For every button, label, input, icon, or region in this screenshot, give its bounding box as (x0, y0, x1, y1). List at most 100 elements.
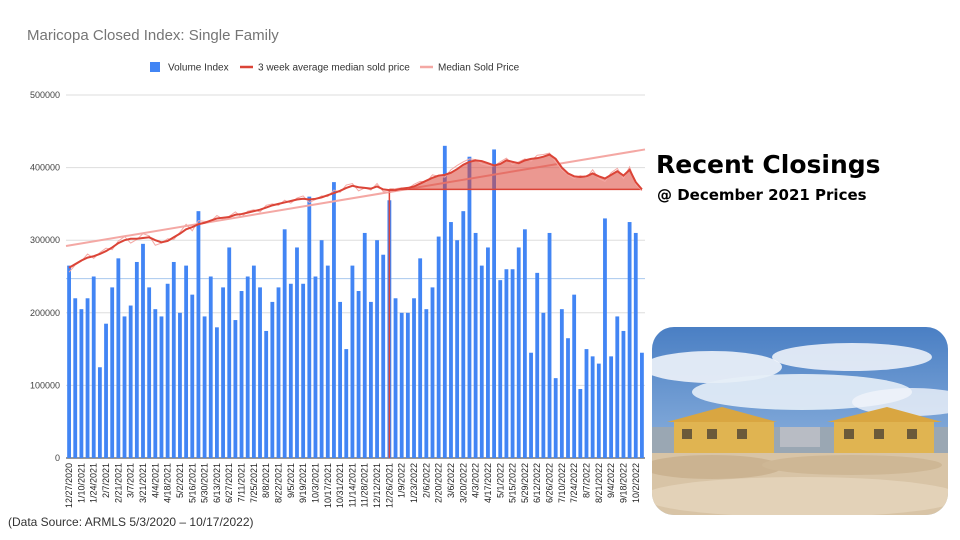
x-tick-label: 10/31/2021 (335, 463, 345, 508)
bar (566, 338, 570, 458)
bar (596, 363, 601, 458)
bar (603, 218, 607, 458)
x-tick-label: 8/7/2022 (581, 463, 591, 498)
bar (184, 265, 189, 458)
bar (640, 352, 644, 458)
bar (375, 240, 379, 458)
x-tick-label: 3/20/2022 (458, 463, 468, 503)
bar (486, 247, 490, 458)
legend-swatch (150, 62, 160, 72)
bar (171, 261, 176, 458)
bar (430, 287, 435, 458)
bar (572, 294, 577, 458)
bar (362, 232, 367, 458)
x-tick-label: 6/12/2022 (532, 463, 542, 503)
x-tick-label: 5/1/2022 (495, 463, 505, 498)
bar (128, 305, 133, 458)
chart-title: Maricopa Closed Index: Single Family (27, 27, 279, 44)
x-tick-label: 11/28/2021 (360, 463, 370, 507)
bar (627, 222, 632, 458)
bar (541, 312, 546, 458)
bar (104, 323, 108, 458)
bar (196, 211, 201, 458)
x-tick-label: 6/13/2021 (212, 463, 222, 503)
recent-closings-subtitle: @ December 2021 Prices (657, 186, 867, 204)
bar (615, 316, 620, 458)
bar (202, 316, 207, 458)
bar (147, 287, 152, 458)
y-tick-label: 0 (55, 453, 60, 463)
legend-label: Volume Index (168, 63, 229, 74)
bar (381, 254, 386, 458)
bar (67, 265, 71, 458)
x-tick-label: 10/2/2022 (631, 463, 641, 503)
recent-closings-title: Recent Closings (656, 150, 881, 179)
x-tick-label: 2/21/2021 (113, 463, 123, 503)
bar (332, 182, 336, 458)
x-tick-label: 4/4/2021 (150, 463, 160, 498)
bar (178, 312, 182, 458)
bar (239, 291, 244, 458)
x-tick-label: 5/2/2021 (175, 463, 185, 498)
x-tick-label: 9/4/2022 (606, 463, 616, 498)
x-tick-label: 10/3/2021 (310, 463, 320, 503)
bar (313, 276, 318, 458)
x-tick-label: 3/6/2022 (446, 463, 456, 498)
bar (227, 247, 232, 458)
x-tick-label: 11/14/2021 (347, 463, 357, 507)
bar (510, 269, 515, 458)
bar (190, 294, 195, 458)
legend-label: 3 week average median sold price (258, 63, 410, 74)
x-tick-label: 10/17/2021 (323, 463, 333, 508)
bar (412, 298, 416, 458)
bar (97, 367, 102, 458)
bar (288, 283, 293, 458)
x-tick-label: 12/12/2021 (372, 463, 382, 508)
bar (449, 222, 453, 458)
x-tick-label: 6/26/2022 (545, 463, 555, 503)
grid (66, 94, 645, 459)
legend: Volume Index 3 week average median sold p… (150, 62, 520, 74)
y-tick-label: 200000 (30, 308, 60, 318)
bar (553, 378, 558, 458)
x-tick-label: 2/20/2022 (434, 463, 444, 503)
bar-series (67, 145, 644, 458)
highlight-area (389, 154, 642, 191)
bar (215, 327, 219, 458)
bar (344, 349, 349, 458)
bar (85, 298, 90, 458)
bar (473, 232, 478, 458)
bar (479, 265, 484, 458)
bar (418, 258, 423, 458)
bar (461, 211, 466, 458)
x-tick-label: 5/16/2021 (187, 463, 197, 503)
bar (258, 287, 262, 458)
three-week-average-line (68, 153, 643, 269)
bar (276, 287, 281, 458)
x-tick-label: 8/21/2022 (594, 463, 604, 503)
highlight-region (388, 154, 642, 458)
bar (208, 276, 213, 458)
bar (609, 356, 614, 458)
bar (165, 283, 170, 458)
x-tick-label: 9/19/2021 (298, 463, 308, 503)
bar (141, 243, 145, 458)
bar (633, 232, 638, 458)
x-tick-label: 4/3/2022 (471, 463, 481, 498)
bar (405, 312, 410, 458)
bar (295, 247, 299, 458)
bar (492, 149, 496, 458)
bar (578, 389, 583, 458)
x-tick-label: 1/23/2022 (409, 463, 419, 503)
bar (251, 265, 256, 458)
x-axis: 12/27/2020 1/10/2021 1/24/2021 2/7/2021 2/21… (64, 463, 641, 508)
x-tick-label: 8/22/2021 (274, 463, 284, 503)
bar (159, 316, 164, 458)
bar (516, 247, 521, 458)
x-tick-label: 7/11/2021 (237, 463, 247, 502)
bar (455, 240, 460, 458)
x-tick-label: 7/24/2022 (569, 463, 579, 503)
bar (442, 145, 447, 458)
bar (547, 232, 552, 458)
x-tick-label: 5/15/2022 (508, 463, 518, 503)
